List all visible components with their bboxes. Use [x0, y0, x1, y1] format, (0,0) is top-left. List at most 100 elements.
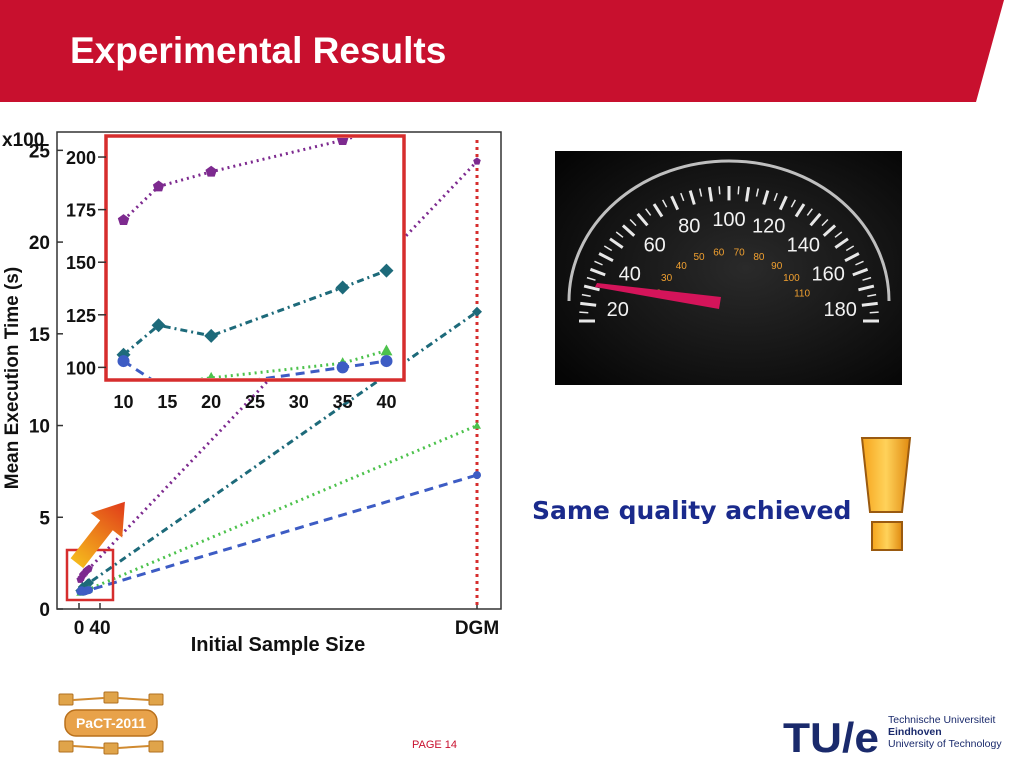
pact-2011-logo: PaCT-2011 — [58, 691, 164, 755]
series-circle — [76, 471, 481, 596]
inset-plot: 100 125 150 175 200 10 15 20 25 30 35 40 — [66, 122, 406, 412]
y-tick-label: 10 — [29, 417, 50, 438]
speedometer-tick — [670, 195, 680, 211]
speedometer-tick — [589, 267, 606, 277]
y-tick-label: 20 — [29, 233, 50, 254]
speedometer-tick — [845, 245, 855, 252]
inset-x-ticks: 10 15 20 25 30 35 40 — [114, 392, 397, 412]
data-point — [336, 361, 349, 374]
data-point — [152, 180, 165, 192]
data-point — [151, 318, 166, 333]
inset-series-line — [197, 349, 387, 378]
inset-x-tick-label: 40 — [376, 392, 396, 412]
data-point — [472, 306, 482, 317]
data-point — [85, 586, 93, 595]
data-point — [379, 263, 394, 278]
page-number: PAGE 14 — [412, 739, 458, 751]
speedometer-tick — [867, 293, 877, 297]
inset-y-tick-label: 125 — [66, 306, 96, 326]
speedometer-outer-label: 180 — [824, 299, 857, 321]
speedometer-tick — [773, 192, 778, 202]
speedometer-inner-label: 70 — [734, 248, 746, 259]
data-point — [380, 355, 393, 368]
y-tick-label: 0 — [39, 600, 50, 621]
zoom-arrow — [70, 501, 125, 569]
speedometer-tick — [652, 203, 664, 218]
speedometer-tick — [806, 208, 813, 216]
speedometer-outer-label: 40 — [619, 264, 641, 286]
speedometer-inner-label: 80 — [753, 252, 765, 263]
inset-series-line — [122, 269, 388, 356]
speedometer-outer-label: 120 — [752, 216, 785, 238]
speedometer-tick — [809, 212, 822, 227]
university-line-3: University of Technology — [888, 738, 1002, 750]
inset-series — [116, 122, 394, 378]
speedometer-tick — [688, 190, 696, 205]
data-point — [473, 471, 481, 480]
y-axis-label: Mean Execution Time (s) — [2, 267, 23, 489]
speedometer-outer-label: 60 — [644, 235, 666, 257]
data-point — [381, 122, 392, 133]
speedometer-tick — [598, 252, 614, 263]
speedometer-inner-label: 110 — [794, 288, 810, 299]
x-axis-label: Initial Sample Size — [191, 634, 366, 656]
y-tick-label: 15 — [29, 325, 51, 346]
speedometer-inner-label: 90 — [771, 261, 783, 272]
inset-series-circle — [117, 355, 393, 378]
speedometer-tick — [680, 192, 685, 202]
slide-title: Experimental Results — [70, 30, 447, 71]
speedometer-tick — [844, 252, 860, 263]
speedometer-outer-label: 160 — [812, 264, 845, 286]
speedometer-tick — [858, 284, 875, 292]
y-multiplier: x100 — [2, 130, 44, 151]
speedometer-ticks — [579, 186, 879, 323]
quality-callout: Same quality achieved — [532, 496, 852, 525]
speedometer-outer-label: 20 — [607, 299, 629, 321]
speedometer-tick — [834, 237, 849, 249]
main-series — [75, 157, 482, 596]
inset-y-ticks: 100 125 150 175 200 — [66, 148, 106, 378]
inset-frame — [104, 134, 406, 382]
speedometer-tick — [594, 260, 603, 266]
x-tick-label: 0 — [74, 618, 85, 639]
inset-series-pentagon — [117, 122, 392, 225]
speedometer-tick — [629, 218, 637, 227]
speedometer-tick — [737, 186, 740, 195]
title-banner — [0, 0, 1004, 102]
speedometer-tick — [583, 284, 600, 292]
speedometer-tick — [645, 208, 652, 216]
speedometer-inner-label: 30 — [661, 273, 673, 284]
data-point — [336, 138, 349, 146]
inset-y-tick-label: 150 — [66, 253, 96, 273]
speedometer-tick — [661, 199, 668, 208]
speedometer-tick — [718, 186, 721, 195]
data-point — [473, 157, 481, 165]
data-point — [117, 355, 130, 368]
speedometer-tick — [621, 224, 636, 237]
data-point — [117, 214, 130, 225]
speedometer-tick — [862, 276, 872, 281]
speedometer-tick — [834, 231, 843, 238]
data-point — [207, 371, 215, 378]
inset-x-tick-label: 25 — [245, 392, 265, 412]
data-point — [473, 421, 481, 429]
inset-x-tick-label: 15 — [157, 392, 177, 412]
data-point — [205, 165, 217, 177]
data-point — [84, 577, 94, 588]
speedometer-inner-label: 60 — [713, 248, 725, 259]
speedometer-tick — [822, 224, 837, 237]
speedometer-tick — [790, 199, 797, 208]
inset-y-tick-label: 100 — [66, 358, 96, 378]
speedometer-tick — [861, 301, 878, 307]
x-ticks: 0 40 DGM — [74, 603, 499, 639]
speedometer-outer-label: 100 — [712, 209, 745, 231]
speedometer-tick — [755, 188, 759, 197]
x-tick-label: DGM — [455, 618, 499, 639]
speedometer-inner-label: 40 — [676, 261, 688, 272]
y-tick-label: 5 — [39, 508, 50, 529]
university-name: Technische Universiteit Eindhoven Univer… — [888, 714, 1002, 750]
speedometer-tick — [586, 276, 596, 281]
speedometer-tick — [794, 203, 806, 218]
